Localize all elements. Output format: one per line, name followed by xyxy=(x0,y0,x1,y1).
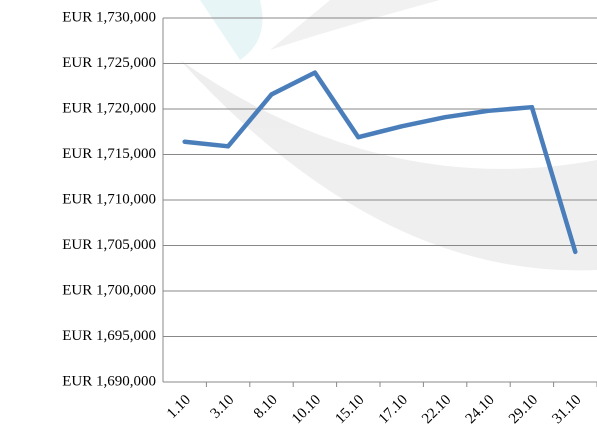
x-tick-label: 31.10 xyxy=(549,392,584,427)
y-tick-label: EUR 1,730,000 xyxy=(62,9,156,25)
y-tick-label: EUR 1,720,000 xyxy=(62,100,156,116)
x-tick-label: 17.10 xyxy=(376,392,411,427)
x-tick-label: 22.10 xyxy=(419,392,454,427)
y-tick-label: EUR 1,695,000 xyxy=(62,328,156,344)
y-tick-label: EUR 1,725,000 xyxy=(62,55,156,71)
y-tick-label: EUR 1,710,000 xyxy=(62,191,156,207)
x-tick-label: 10.10 xyxy=(289,392,324,427)
x-tick-label: 1.10 xyxy=(164,392,194,422)
y-tick-label: EUR 1,715,000 xyxy=(62,146,156,162)
watermark xyxy=(180,0,597,271)
x-tick-label: 15.10 xyxy=(332,392,367,427)
x-tick-label: 8.10 xyxy=(251,392,281,422)
x-tick-label: 3.10 xyxy=(207,392,237,422)
line-series xyxy=(182,70,578,255)
x-tick-label: 29.10 xyxy=(506,392,541,427)
x-tick-label: 24.10 xyxy=(463,392,498,427)
y-tick-label: EUR 1,700,000 xyxy=(62,282,156,298)
y-tick-label: EUR 1,690,000 xyxy=(62,373,156,389)
y-tick-label: EUR 1,705,000 xyxy=(62,237,156,253)
